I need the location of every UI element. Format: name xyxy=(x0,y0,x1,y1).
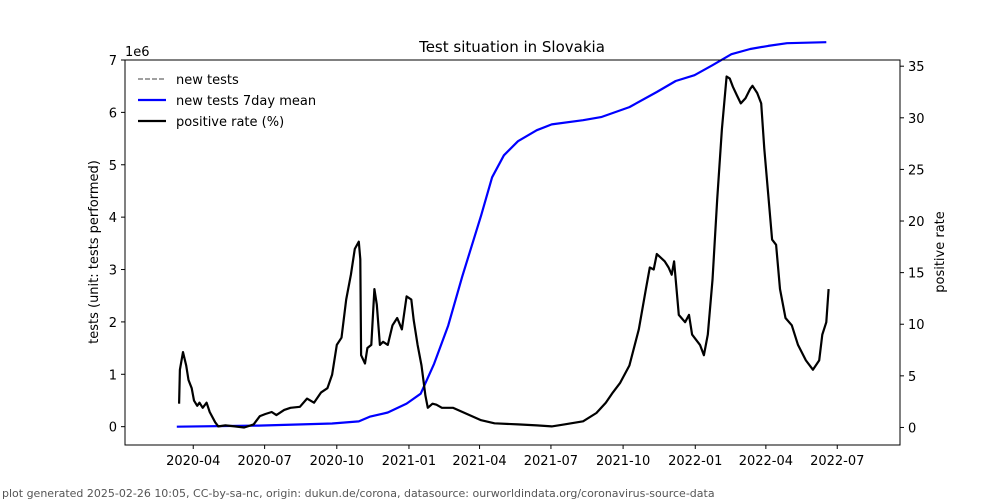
x-tick-label: 2022-07 xyxy=(810,454,864,469)
x-tick-label: 2020-07 xyxy=(237,454,291,469)
legend-label-new-tests: new tests xyxy=(176,73,239,88)
y-left-tick-label: 0 xyxy=(109,421,117,436)
y-right-tick-label: 10 xyxy=(908,318,925,333)
x-tick-label: 2020-04 xyxy=(166,454,220,469)
left-scale-label: 1e6 xyxy=(125,45,150,60)
x-tick-label: 2021-07 xyxy=(524,454,578,469)
series-line-positive-rate- xyxy=(178,75,830,429)
x-tick-label: 2021-01 xyxy=(382,454,436,469)
x-tick-label: 2021-04 xyxy=(452,454,506,469)
chart-title: Test situation in Slovakia xyxy=(418,38,605,56)
x-tick-label: 2022-04 xyxy=(739,454,793,469)
legend: new tests new tests 7day mean positive r… xyxy=(138,73,316,130)
x-tick-label: 2022-01 xyxy=(668,454,722,469)
y-right-tick-label: 35 xyxy=(908,60,925,75)
plot-frame xyxy=(124,59,901,446)
y-left-tick-label: 6 xyxy=(109,106,117,121)
y-axis-left-label: tests (unit: tests performed) xyxy=(87,160,102,344)
footer-credits: plot generated 2025-02-26 10:05, CC-by-s… xyxy=(2,487,715,500)
x-tick-label: 2020-10 xyxy=(310,454,364,469)
legend-label-positive-rate: positive rate (%) xyxy=(176,115,284,130)
series-line-new-tests-7day-mean xyxy=(176,41,827,428)
y-left-tick-label: 7 xyxy=(109,54,117,69)
y-left-tick-label: 5 xyxy=(109,159,117,174)
y-left-tick-label: 1 xyxy=(109,368,117,383)
y-left-tick-label: 4 xyxy=(109,211,117,226)
y-right-tick-label: 30 xyxy=(908,112,925,127)
y-axis-right-label: positive rate xyxy=(933,211,948,293)
y-right-tick-label: 25 xyxy=(908,163,925,178)
y-right-tick-label: 15 xyxy=(908,267,925,282)
legend-label-7day-mean: new tests 7day mean xyxy=(176,94,316,109)
y-right-tick-label: 5 xyxy=(908,370,916,385)
y-left-tick-label: 3 xyxy=(109,264,117,279)
y-left-tick-label: 2 xyxy=(109,316,117,331)
x-tick-label: 2021-10 xyxy=(596,454,650,469)
series-layer xyxy=(176,41,830,429)
ticks-layer: 2020-04 2020-07 2020-10 2021-01 2021-04 2021-… xyxy=(109,54,925,469)
y-right-tick-label: 0 xyxy=(908,421,916,436)
y-right-tick-label: 20 xyxy=(908,215,925,230)
